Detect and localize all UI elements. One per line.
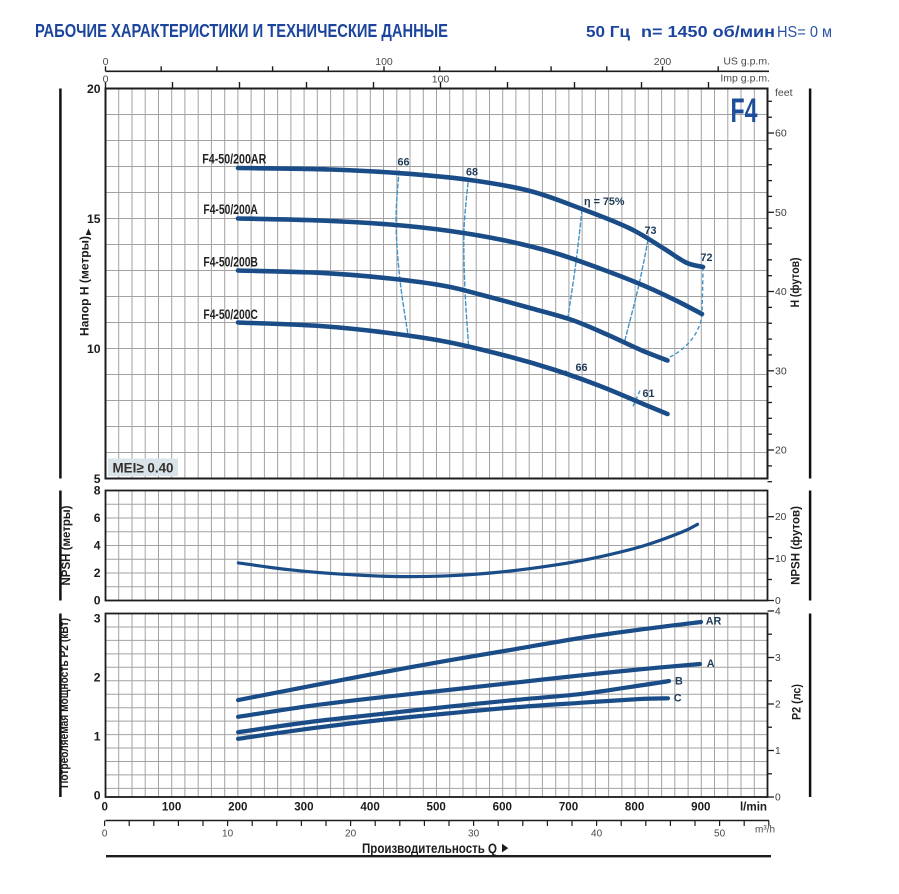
svg-text:F4-50/200B: F4-50/200B — [203, 255, 258, 270]
svg-text:A: A — [707, 658, 715, 670]
svg-text:1: 1 — [775, 746, 781, 757]
svg-text:0: 0 — [775, 792, 781, 803]
svg-text:m³/h: m³/h — [755, 825, 775, 836]
svg-text:MEI≥ 0.40: MEI≥ 0.40 — [113, 459, 174, 475]
svg-text:20: 20 — [775, 445, 787, 457]
svg-text:3: 3 — [94, 612, 101, 626]
svg-text:0: 0 — [94, 788, 101, 802]
svg-text:600: 600 — [493, 801, 512, 814]
svg-text:AR: AR — [706, 616, 722, 628]
svg-text:10: 10 — [222, 829, 234, 840]
svg-text:0: 0 — [102, 829, 108, 840]
svg-text:Напор H (метры): Напор H (метры) — [80, 236, 92, 336]
svg-text:l/min: l/min — [740, 801, 767, 814]
svg-text:50: 50 — [775, 207, 787, 219]
svg-text:4: 4 — [94, 539, 101, 553]
svg-text:1: 1 — [94, 730, 101, 744]
svg-text:0: 0 — [103, 74, 109, 86]
svg-text:C: C — [674, 692, 682, 704]
svg-text:2: 2 — [94, 671, 101, 685]
svg-text:NPSH (метры): NPSH (метры) — [61, 505, 73, 585]
svg-text:РАБОЧИЕ ХАРАКТЕРИСТИКИ И ТЕХНИ: РАБОЧИЕ ХАРАКТЕРИСТИКИ И ТЕХНИЧЕСКИЕ ДАН… — [35, 20, 448, 41]
svg-text:73: 73 — [645, 225, 657, 237]
svg-text:US g.p.m.: US g.p.m. — [723, 56, 770, 68]
svg-text:B: B — [675, 675, 683, 687]
svg-text:20: 20 — [345, 829, 357, 840]
svg-text:50: 50 — [714, 829, 726, 840]
svg-text:n= 1450 об/мин: n= 1450 об/мин — [641, 24, 775, 41]
svg-text:0: 0 — [103, 56, 109, 68]
svg-text:68: 68 — [466, 167, 478, 179]
svg-text:Производительность Q: Производительность Q — [362, 840, 497, 856]
svg-text:3: 3 — [775, 653, 781, 664]
svg-text:800: 800 — [625, 801, 644, 814]
svg-text:Потребляемая мощность P2 (кВт): Потребляемая мощность P2 (кВт) — [59, 618, 71, 788]
svg-text:200: 200 — [654, 56, 672, 68]
svg-text:100: 100 — [162, 801, 181, 814]
svg-text:F4-50/200AR: F4-50/200AR — [202, 152, 266, 167]
svg-text:10: 10 — [87, 342, 101, 356]
svg-text:F4-50/200C: F4-50/200C — [203, 307, 258, 322]
svg-text:HS= 0 м: HS= 0 м — [777, 24, 832, 41]
svg-text:20: 20 — [87, 82, 101, 96]
svg-text:72: 72 — [701, 252, 713, 264]
svg-text:500: 500 — [427, 801, 446, 814]
svg-text:F4: F4 — [731, 92, 758, 130]
svg-text:10: 10 — [775, 554, 787, 565]
svg-text:61: 61 — [643, 388, 655, 400]
svg-text:4: 4 — [775, 606, 781, 617]
svg-text:400: 400 — [360, 801, 379, 814]
svg-text:5: 5 — [94, 472, 101, 486]
svg-text:P2 (лс): P2 (лс) — [792, 684, 804, 720]
svg-text:15: 15 — [87, 212, 101, 226]
svg-text:η = 75%: η = 75% — [584, 196, 625, 208]
svg-text:0: 0 — [775, 596, 781, 607]
svg-text:2: 2 — [775, 699, 781, 710]
svg-text:6: 6 — [94, 511, 101, 525]
svg-text:0: 0 — [101, 801, 107, 814]
svg-text:66: 66 — [576, 362, 588, 374]
svg-text:feet: feet — [775, 87, 793, 99]
svg-text:900: 900 — [691, 801, 710, 814]
svg-text:40: 40 — [591, 829, 603, 840]
svg-text:H (футов): H (футов) — [790, 257, 802, 307]
svg-text:8: 8 — [94, 484, 101, 498]
svg-text:Imp g.p.m.: Imp g.p.m. — [720, 73, 770, 85]
svg-text:100: 100 — [375, 56, 393, 68]
svg-text:0: 0 — [94, 594, 101, 608]
svg-text:30: 30 — [775, 365, 787, 377]
svg-text:40: 40 — [775, 286, 787, 298]
svg-text:F4-50/200A: F4-50/200A — [203, 202, 258, 217]
svg-text:60: 60 — [775, 128, 787, 140]
svg-text:100: 100 — [432, 74, 450, 86]
svg-text:30: 30 — [468, 829, 480, 840]
svg-text:NPSH (футов): NPSH (футов) — [791, 506, 803, 585]
svg-text:200: 200 — [228, 801, 247, 814]
svg-text:300: 300 — [294, 801, 313, 814]
svg-text:20: 20 — [775, 512, 787, 523]
svg-text:50 Гц: 50 Гц — [586, 24, 630, 41]
svg-text:66: 66 — [398, 157, 410, 169]
svg-text:2: 2 — [94, 566, 101, 580]
svg-text:700: 700 — [559, 801, 578, 814]
